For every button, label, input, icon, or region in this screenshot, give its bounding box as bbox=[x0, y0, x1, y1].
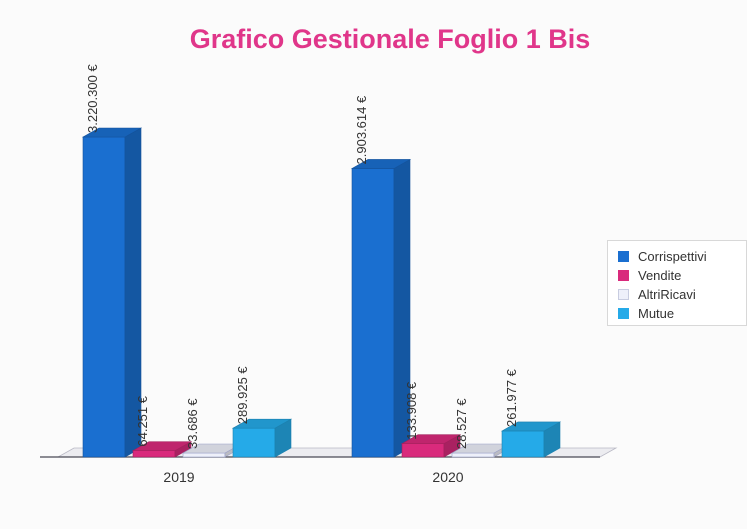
bar-vendite-2020 bbox=[400, 434, 462, 458]
legend-swatch bbox=[618, 251, 629, 262]
data-label-corrispettivi-2019: 3.220.300 € bbox=[85, 64, 100, 133]
bar-mutue-2020 bbox=[500, 421, 562, 458]
data-label-mutue-2020: 261.977 € bbox=[504, 368, 519, 427]
category-label-2019: 2019 bbox=[163, 469, 194, 485]
chart-title: Grafico Gestionale Foglio 1 Bis bbox=[189, 24, 591, 54]
legend-label: AltriRicavi bbox=[638, 287, 696, 302]
data-label-corrispettivi-2020: 2.903.614 € bbox=[354, 95, 369, 164]
legend-item-vendite: Vendite bbox=[618, 266, 746, 285]
legend-swatch bbox=[618, 289, 629, 300]
data-label-mutue-2019: 289.925 € bbox=[235, 366, 250, 425]
data-label-altriricavi-2020: 28.527 € bbox=[454, 398, 469, 449]
legend-swatch bbox=[618, 308, 629, 319]
bar-vendite-2019 bbox=[131, 441, 193, 458]
data-label-vendite-2020: 133.908 € bbox=[404, 381, 419, 440]
data-label-vendite-2019: 64.251 € bbox=[135, 395, 150, 446]
bar-corrispettivi-2020 bbox=[350, 158, 412, 458]
legend-item-mutue: Mutue bbox=[618, 304, 746, 323]
legend-swatch bbox=[618, 270, 629, 281]
legend-label: Mutue bbox=[638, 306, 675, 321]
legend-item-altriricavi: AltriRicavi bbox=[618, 285, 746, 304]
bar-corrispettivi-2019 bbox=[81, 127, 143, 458]
legend: Corrispettivi Vendite AltriRicavi Mutue bbox=[607, 240, 747, 326]
legend-label: Vendite bbox=[638, 268, 682, 283]
category-label-2020: 2020 bbox=[432, 469, 463, 485]
data-label-altriricavi-2019: 33.686 € bbox=[185, 398, 200, 449]
legend-item-corrispettivi: Corrispettivi bbox=[618, 247, 746, 266]
legend-label: Corrispettivi bbox=[638, 249, 707, 264]
bar-mutue-2019 bbox=[231, 418, 293, 458]
